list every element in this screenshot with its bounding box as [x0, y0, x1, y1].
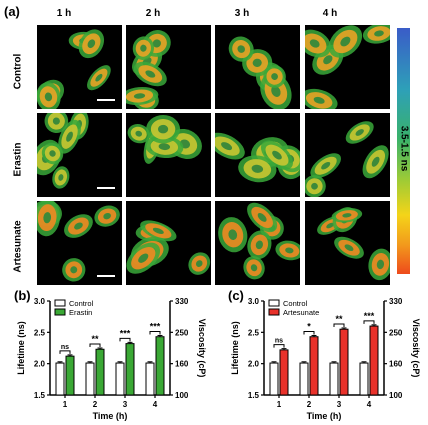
- column-header-1h: 1 h: [56, 8, 72, 19]
- micrograph-control-3h: [215, 25, 300, 109]
- significance-bracket: [59, 350, 71, 354]
- y-tick-label: 2.5: [248, 328, 260, 337]
- significance-bracket: [303, 330, 315, 335]
- x-tick-label: 3: [123, 400, 128, 409]
- legend-label-control: Control: [283, 299, 308, 308]
- legend-swatch-control: [54, 299, 66, 307]
- row-label-control: Control: [12, 53, 24, 90]
- micrograph-artesunate-4h: [305, 201, 390, 285]
- x-tick-label: 1: [63, 400, 68, 409]
- y-axis-label: Lifetime (ns): [16, 321, 26, 375]
- bar-control-2: [299, 362, 309, 396]
- legend-swatch-erastin: [54, 308, 66, 316]
- significance-bracket: [149, 330, 161, 335]
- y-tick-label: 3.0: [248, 297, 260, 306]
- micrograph-control-2h: [126, 25, 211, 109]
- micrograph-artesunate-1h: [37, 201, 122, 285]
- bar-control-4: [145, 362, 155, 396]
- panel-a-letter: (a): [4, 4, 20, 19]
- y2-tick-label: 100: [175, 391, 189, 400]
- chart-b: (b) 1.5 2.0 2.5 3.0 100 160 250 330 Lifetime (ns)…: [14, 288, 207, 421]
- y2-axis-label: Viscosity (cP): [197, 319, 207, 378]
- significance-bracket: [273, 344, 285, 348]
- scale-bar: [97, 187, 115, 189]
- legend-swatch-artesunate: [268, 308, 280, 316]
- row-label-artesunate: Artesunate: [12, 220, 24, 273]
- micrograph-artesunate-3h: [215, 201, 300, 285]
- bar-erastin-1: [65, 355, 75, 396]
- bar-control-2: [85, 362, 95, 396]
- y2-axis-label: Viscosity (cP): [411, 319, 421, 378]
- bar-control-4: [359, 362, 369, 396]
- x-tick-label: 4: [367, 400, 372, 409]
- bar-artesunate-2: [309, 336, 319, 396]
- y-tick-label: 2.5: [34, 328, 46, 337]
- x-tick-label: 2: [307, 400, 312, 409]
- x-tick-label: 1: [277, 400, 282, 409]
- y-axis-label: Lifetime (ns): [230, 321, 240, 375]
- significance-label: ***: [120, 328, 131, 338]
- bar-control-3: [115, 362, 125, 396]
- significance-label: ns: [275, 338, 283, 345]
- chart-c: (c) 1.5 2.0 2.5 3.0 100 160 250 330 Lifetime (ns)…: [228, 288, 421, 421]
- bar-erastin-3: [125, 343, 135, 396]
- column-header-2h: 2 h: [145, 8, 161, 19]
- significance-bracket: [119, 337, 131, 342]
- legend-swatch-control: [268, 299, 280, 307]
- significance-label: ns: [61, 344, 69, 351]
- panel-letter: (c): [228, 288, 244, 303]
- row-label-erastin: Erastin: [12, 142, 24, 177]
- bar-erastin-2: [95, 348, 105, 396]
- legend-label-control: Control: [69, 299, 94, 308]
- bar-artesunate-4: [369, 325, 379, 396]
- y-tick-label: 3.0: [34, 297, 46, 306]
- significance-bracket: [363, 320, 375, 324]
- x-axis-label: Time (h): [93, 411, 128, 421]
- y2-tick-label: 160: [175, 360, 189, 369]
- x-tick-label: 2: [93, 400, 98, 409]
- micrograph-control-4h: [305, 25, 390, 109]
- micrograph-erastin-1h: [37, 113, 122, 197]
- y-tick-label: 2.0: [34, 360, 46, 369]
- significance-bracket: [333, 323, 345, 327]
- significance-label: **: [91, 334, 99, 344]
- colorbar-label: 3.5-1.5 ns: [398, 125, 410, 172]
- y2-tick-label: 330: [175, 297, 189, 306]
- bar-artesunate-3: [339, 328, 349, 396]
- column-header-4h: 4 h: [322, 8, 338, 19]
- micrograph-erastin-3h: [215, 113, 300, 197]
- x-tick-label: 3: [337, 400, 342, 409]
- significance-bracket: [89, 343, 101, 347]
- panel-letter: (b): [14, 288, 31, 303]
- x-tick-label: 4: [153, 400, 158, 409]
- x-axis-label: Time (h): [307, 411, 342, 421]
- legend-label-erastin: Erastin: [69, 308, 92, 317]
- y-tick-label: 2.0: [248, 360, 260, 369]
- y-tick-label: 1.5: [34, 391, 46, 400]
- scale-bar: [97, 275, 115, 277]
- bar-control-3: [329, 362, 339, 396]
- y2-tick-label: 100: [389, 391, 403, 400]
- bar-artesunate-1: [279, 349, 289, 396]
- micrograph-erastin-2h: [126, 113, 211, 197]
- significance-label: ***: [150, 321, 161, 331]
- bar-control-1: [269, 362, 279, 396]
- y2-tick-label: 160: [389, 360, 403, 369]
- column-header-3h: 3 h: [234, 8, 250, 19]
- y2-tick-label: 250: [389, 328, 403, 337]
- bar-erastin-4: [155, 336, 165, 396]
- significance-label: **: [335, 314, 343, 324]
- y-tick-label: 1.5: [248, 391, 260, 400]
- y2-tick-label: 250: [175, 328, 189, 337]
- scale-bar: [97, 99, 115, 101]
- bar-control-1: [55, 362, 65, 396]
- micrograph-artesunate-2h: [126, 201, 211, 285]
- micrograph-control-1h: [37, 25, 122, 109]
- legend-label-artesunate: Artesunate: [283, 308, 319, 317]
- y2-tick-label: 330: [389, 297, 403, 306]
- significance-label: *: [307, 321, 311, 331]
- significance-label: ***: [364, 311, 375, 321]
- lifetime-colorbar: [397, 28, 410, 274]
- micrograph-erastin-4h: [305, 113, 390, 197]
